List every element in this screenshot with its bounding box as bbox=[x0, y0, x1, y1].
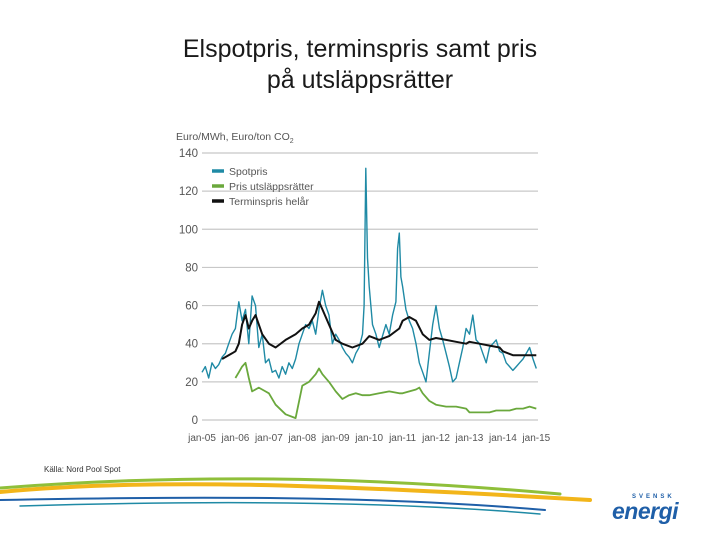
y-tick-label: 140 bbox=[179, 148, 198, 160]
y-tick-label: 0 bbox=[192, 415, 198, 427]
series-terminspris-line bbox=[221, 300, 537, 360]
y-tick-label: 60 bbox=[185, 301, 198, 313]
legend-label: Terminspris helår bbox=[229, 196, 309, 208]
y-axis-label-text: Euro/MWh, Euro/ton CO bbox=[176, 131, 290, 143]
legend-label: Pris utsläppsrätter bbox=[229, 181, 314, 193]
x-tick-label: jan-12 bbox=[421, 433, 450, 444]
y-tick-label: 40 bbox=[185, 339, 198, 351]
legend: Spotpris Pris utsläppsrätter Terminspris h… bbox=[212, 166, 314, 208]
series-lines bbox=[201, 167, 537, 419]
series-spotpris-line bbox=[201, 167, 537, 383]
legend-label: Spotpris bbox=[229, 166, 268, 178]
footer-swoosh bbox=[0, 477, 592, 515]
slide-title-line1: Elspotpris, terminspris samt pris bbox=[182, 35, 538, 63]
slide-title-line2: på utsläppsrätter bbox=[266, 66, 454, 94]
x-tick-label: jan-13 bbox=[455, 433, 484, 444]
price-chart: Euro/MWh, Euro/ton CO2 0 20 40 60 80 100 120 14… bbox=[176, 131, 550, 444]
x-tick-label: jan-10 bbox=[354, 433, 383, 444]
y-axis-label-subscript: 2 bbox=[290, 138, 294, 145]
y-tick-label: 20 bbox=[185, 377, 198, 389]
x-tick-label: jan-14 bbox=[488, 433, 517, 444]
series-utslappsratter-line bbox=[234, 361, 537, 419]
logo-top-text: SVENSK bbox=[632, 494, 675, 500]
x-tick-label: jan-05 bbox=[187, 433, 216, 444]
x-tick-label: jan-08 bbox=[287, 433, 316, 444]
slide-title: Elspotpris, terminspris samt pris på uts… bbox=[0, 34, 720, 96]
x-tick-label: jan-07 bbox=[254, 433, 283, 444]
grid: 0 20 40 60 80 100 120 140 jan-05 jan-06 jan-07 jan-… bbox=[179, 148, 550, 444]
y-tick-label: 80 bbox=[185, 262, 198, 274]
x-tick-label: jan-09 bbox=[321, 433, 350, 444]
y-tick-label: 100 bbox=[179, 224, 198, 236]
y-axis-label: Euro/MWh, Euro/ton CO2 bbox=[176, 131, 294, 145]
svensk-energi-logo: SVENSK energi bbox=[608, 494, 694, 526]
source-note: Källa: Nord Pool Spot bbox=[44, 465, 121, 474]
x-tick-label: jan-11 bbox=[388, 433, 416, 444]
y-tick-label: 120 bbox=[179, 186, 198, 198]
logo-main-text: energi bbox=[612, 498, 679, 524]
x-tick-label: jan-15 bbox=[521, 433, 550, 444]
x-tick-label: jan-06 bbox=[221, 433, 250, 444]
